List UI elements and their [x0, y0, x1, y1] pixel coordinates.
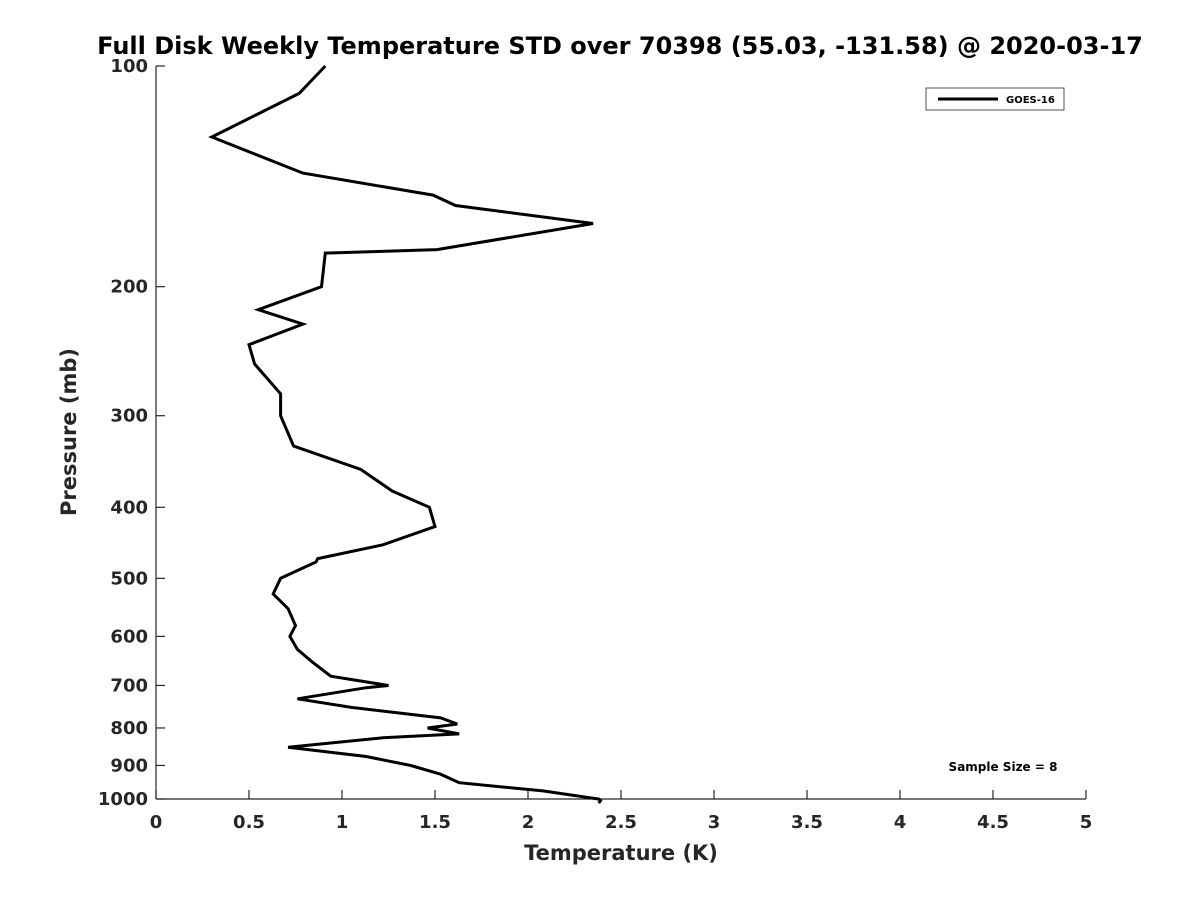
x-tick-label: 4.5 — [977, 812, 1009, 833]
y-axis-label: Pressure (mb) — [57, 348, 81, 516]
y-tick-label: 500 — [110, 568, 148, 589]
y-tick-label: 100 — [110, 56, 148, 77]
y-tick-label: 700 — [110, 675, 148, 696]
x-tick-label: 3 — [708, 812, 721, 833]
x-axis-ticks: 0 0.5 1 1.5 2 2.5 3 3.5 4 4.5 5 — [150, 790, 1093, 833]
y-tick-label: 1000 — [98, 789, 148, 810]
legend-entry-goes-16: GOES-16 — [1006, 95, 1055, 106]
x-tick-label: 4 — [894, 812, 907, 833]
x-tick-label: 1.5 — [419, 812, 451, 833]
legend: GOES-16 — [925, 87, 1065, 111]
y-tick-label: 400 — [110, 497, 148, 518]
y-tick-label: 600 — [110, 626, 148, 647]
x-tick-label: 0.5 — [233, 812, 265, 833]
x-tick-label: 1 — [336, 812, 349, 833]
y-tick-label: 200 — [110, 277, 148, 298]
series-layer — [208, 64, 603, 804]
chart-title: Full Disk Weekly Temperature STD over 70… — [97, 32, 1143, 60]
y-tick-label: 300 — [110, 406, 148, 427]
sample-size-annotation: Sample Size = 8 — [949, 760, 1058, 774]
x-axis-label: Temperature (K) — [524, 841, 718, 865]
x-tick-label: 3.5 — [791, 812, 823, 833]
y-axis-ticks: 100 200 300 400 500 600 700 800 900 1000 — [98, 56, 165, 810]
y-tick-label: 800 — [110, 718, 148, 739]
x-tick-label: 2.5 — [605, 812, 637, 833]
x-tick-label: 5 — [1080, 812, 1093, 833]
y-tick-label: 900 — [110, 755, 148, 776]
series-line-goes-16 — [208, 64, 603, 804]
x-tick-label: 2 — [522, 812, 535, 833]
x-tick-label: 0 — [150, 812, 163, 833]
plot-area — [156, 66, 1086, 799]
